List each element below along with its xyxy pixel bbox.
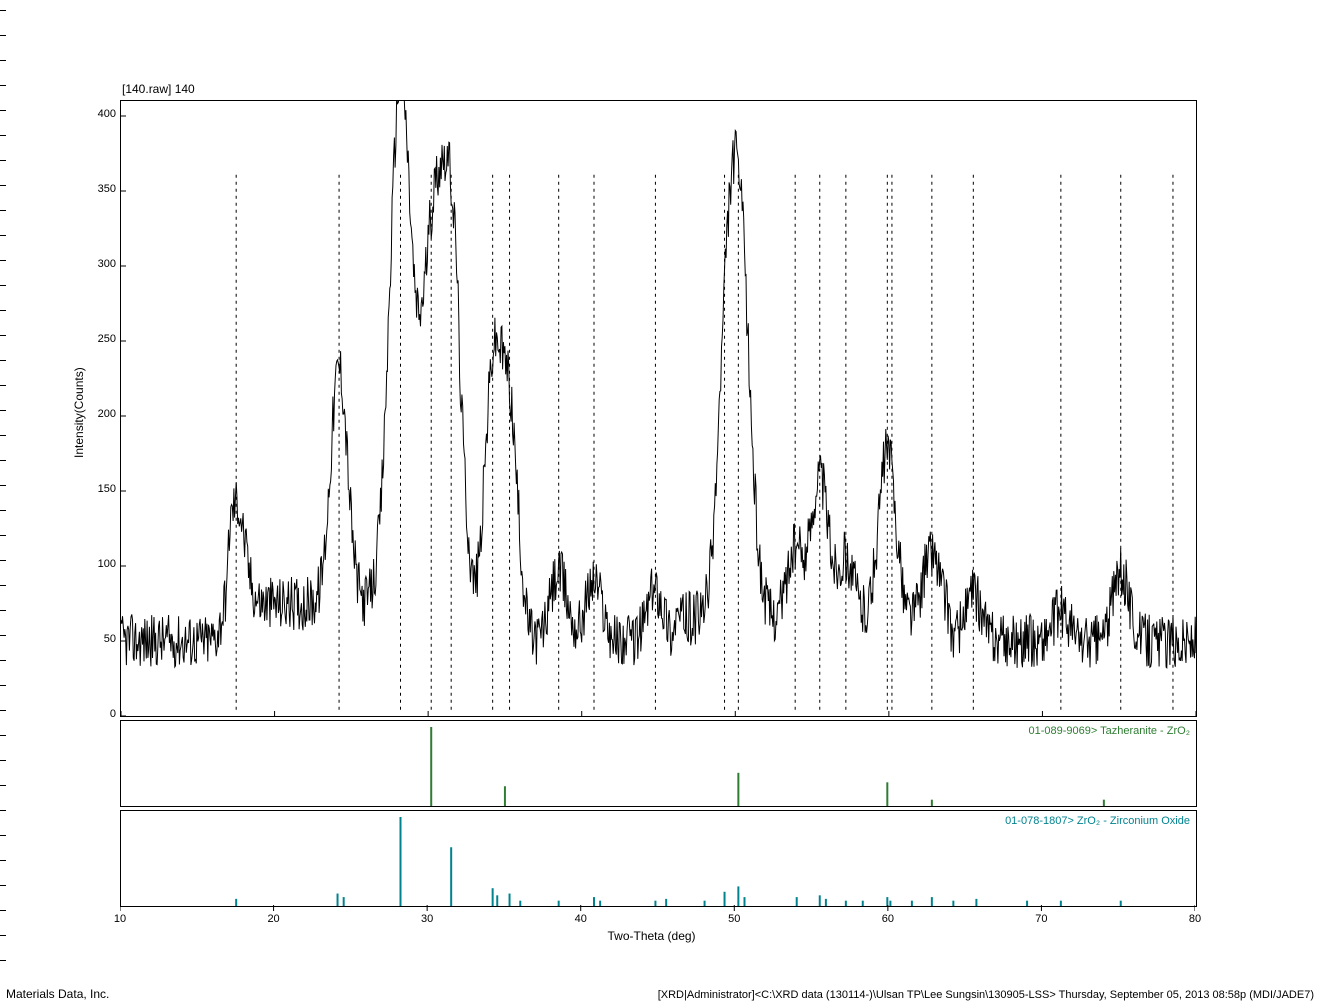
main-plot-frame (120, 100, 1197, 717)
chart-title: [140.raw] 140 (120, 82, 197, 96)
y-tick-label: 350 (86, 183, 116, 195)
left-margin-ruler (0, 0, 20, 970)
footer-company: Materials Data, Inc. (6, 987, 109, 1001)
reference-label-1: 01-089-9069> Tazheranite - ZrO₂ (1028, 725, 1190, 737)
y-tick-label: 50 (86, 633, 116, 645)
y-tick-label: 400 (86, 108, 116, 120)
y-axis-label: Intensity(Counts) (72, 367, 86, 458)
xrd-spectrum-svg (121, 101, 1196, 716)
y-tick-label: 100 (86, 558, 116, 570)
reference-panel-2: 01-078-1807> ZrO₂ - Zirconium Oxide (120, 810, 1197, 907)
reference-panel-1: 01-089-9069> Tazheranite - ZrO₂ (120, 720, 1197, 807)
reference-label-2: 01-078-1807> ZrO₂ - Zirconium Oxide (1005, 815, 1190, 827)
y-tick-label: 200 (86, 408, 116, 420)
x-axis-label: Two-Theta (deg) (608, 929, 696, 943)
y-tick-label: 250 (86, 333, 116, 345)
y-tick-label: 0 (86, 708, 116, 720)
y-tick-label: 150 (86, 483, 116, 495)
y-tick-label: 300 (86, 258, 116, 270)
footer-filepath: [XRD|Administrator]<C:\XRD data (130114-… (658, 989, 1314, 1001)
